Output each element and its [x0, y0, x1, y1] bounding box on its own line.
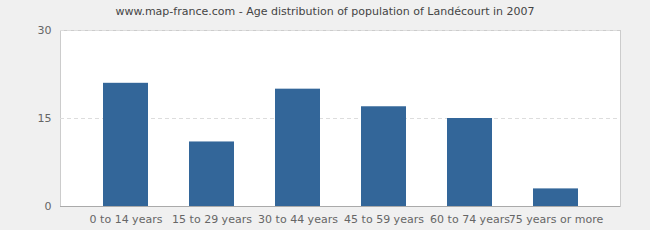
- svg-text:60 to 74 years: 60 to 74 years: [430, 213, 510, 226]
- html-text:www.map-france.com - Age distr: www.map-france.com - Age distribution of…: [115, 5, 535, 18]
- svg-text:0 to 14 years: 0 to 14 years: [90, 213, 163, 226]
- svg-text:75 years or more: 75 years or more: [509, 213, 604, 226]
- svg-text:0: 0: [45, 200, 52, 213]
- svg-text:45 to 59 years: 45 to 59 years: [344, 213, 424, 226]
- svg-text:15 to 29 years: 15 to 29 years: [172, 213, 252, 226]
- svg-text:30 to 44 years: 30 to 44 years: [258, 213, 338, 226]
- svg-text:30: 30: [38, 24, 52, 37]
- svg-text:15: 15: [38, 112, 52, 125]
